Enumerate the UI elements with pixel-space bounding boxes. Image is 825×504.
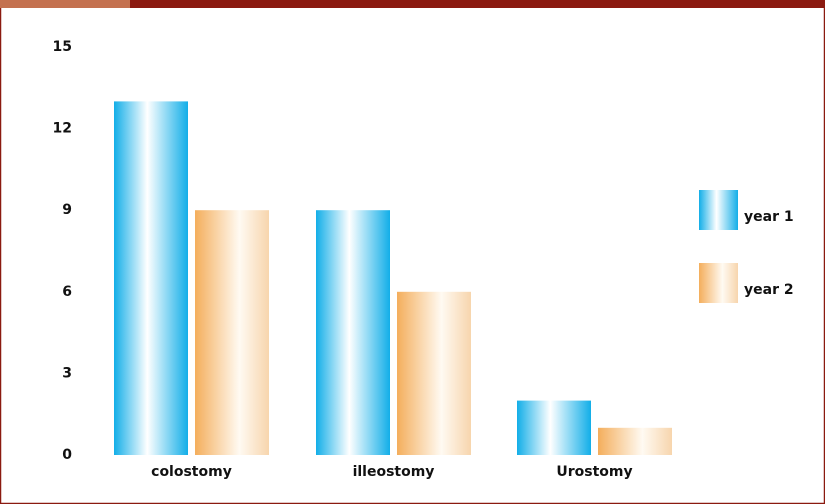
- y-tick-label: 3: [62, 365, 72, 381]
- header-accent: [0, 0, 130, 8]
- y-tick-label: 6: [62, 284, 72, 300]
- y-tick-label: 12: [53, 121, 72, 137]
- bar: [517, 400, 591, 455]
- y-tick-label: 0: [62, 447, 72, 463]
- x-tick-label: Urostomy: [556, 464, 632, 480]
- x-tick-label: colostomy: [151, 464, 232, 480]
- header-bar: [0, 0, 825, 8]
- bar: [397, 291, 471, 455]
- x-tick-label: illeostomy: [353, 464, 435, 480]
- y-tick-label: 15: [53, 39, 72, 55]
- bar: [316, 210, 390, 455]
- bar: [195, 210, 269, 455]
- legend-label: year 1: [744, 209, 794, 225]
- bar: [598, 427, 672, 455]
- legend-swatch: [699, 190, 738, 230]
- legend-label: year 2: [744, 282, 794, 298]
- bar: [114, 101, 188, 456]
- legend-swatch: [699, 263, 738, 303]
- y-tick-label: 9: [62, 202, 72, 218]
